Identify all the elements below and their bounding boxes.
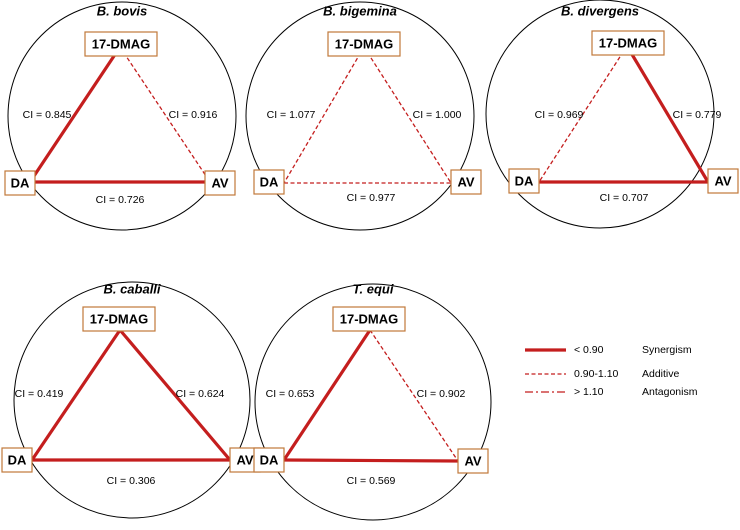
node-box: [591, 30, 665, 56]
edge-bottom-synergism: [283, 458, 459, 463]
node-right: AV: [457, 448, 489, 474]
panel-title: B. divergens: [561, 3, 639, 18]
outer-circle: [254, 283, 492, 521]
panel-5: T. equi CI = 0.653 CI = 0.902 CI = 0.569 17-…: [253, 281, 492, 521]
node-label: AV: [236, 452, 253, 467]
edge-right-synergism: [625, 45, 710, 183]
node-label: DA: [260, 452, 279, 467]
panel-title: B. bovis: [97, 3, 148, 18]
node-box: [84, 31, 158, 57]
node-label: 17-DMAG: [599, 35, 658, 50]
node-left: DA: [508, 168, 540, 194]
node-left: DA: [1, 447, 33, 473]
panel-title: B. caballi: [103, 281, 160, 296]
edge-right-additive: [119, 46, 211, 183]
legend: < 0.90 Synergism 0.90-1.10 Additive > 1.10 An…: [525, 344, 698, 398]
panel-1: B. bovis CI = 0.845 CI = 0.916 CI = 0.726 17…: [4, 1, 237, 231]
ci-label-left: CI = 0.969: [535, 109, 584, 121]
panel-title: T. equi: [353, 281, 394, 296]
edge-right-synergism: [118, 328, 232, 462]
node-label: AV: [457, 174, 474, 189]
node-box: [332, 306, 406, 332]
edge-left-additive: [538, 45, 628, 183]
panel-3: B. divergens CI = 0.969 CI = 0.779 CI = 0.7…: [485, 0, 739, 229]
node-top: 17-DMAG: [82, 306, 156, 332]
ci-label-left: CI = 0.653: [266, 388, 315, 400]
edge-left-synergism: [28, 46, 122, 183]
node-label: AV: [714, 173, 731, 188]
node-top: 17-DMAG: [332, 306, 406, 332]
ci-label-bottom: CI = 0.569: [347, 475, 396, 487]
legend-range: 0.90-1.10: [574, 368, 619, 380]
node-box: [457, 448, 489, 474]
outer-circle: [245, 1, 475, 231]
panel-2: B. bigemina CI = 1.077 CI = 1.000 CI = 0.97…: [245, 1, 482, 231]
node-label: DA: [515, 173, 534, 188]
legend-range: < 0.90: [574, 344, 604, 356]
node-label: AV: [464, 453, 481, 468]
node-label: AV: [211, 175, 228, 190]
ci-label-left: CI = 0.419: [15, 388, 64, 400]
panel-4: B. caballi CI = 0.419 CI = 0.624 CI = 0.306…: [1, 281, 261, 519]
legend-range: > 1.10: [574, 386, 604, 398]
legend-meaning: Antagonism: [642, 386, 698, 398]
ci-label-bottom: CI = 0.726: [96, 194, 145, 206]
ci-label-bottom: CI = 0.306: [107, 475, 156, 487]
ci-label-right: CI = 1.000: [413, 109, 462, 121]
node-left: DA: [253, 169, 285, 195]
ci-label-right: CI = 0.916: [169, 109, 218, 121]
legend-meaning: Synergism: [642, 344, 692, 356]
node-top: 17-DMAG: [84, 31, 158, 57]
legend-meaning: Additive: [642, 368, 680, 380]
outer-circle: [7, 1, 237, 231]
ci-label-right: CI = 0.779: [673, 109, 722, 121]
edge-left-synergism: [30, 329, 122, 461]
ci-label-bottom: CI = 0.707: [600, 192, 649, 204]
edge-left-synergism: [282, 329, 372, 461]
node-box: [253, 447, 285, 473]
node-left: DA: [253, 447, 285, 473]
node-label: 17-DMAG: [90, 311, 149, 326]
node-box: [327, 31, 401, 57]
node-top: 17-DMAG: [591, 30, 665, 56]
node-label: 17-DMAG: [335, 36, 394, 51]
edge-right-additive: [369, 329, 459, 462]
node-label: DA: [260, 174, 279, 189]
node-box: [450, 169, 482, 195]
outer-circle: [13, 281, 251, 519]
node-box: [82, 306, 156, 332]
node-box: [204, 170, 236, 196]
ci-label-left: CI = 0.845: [23, 109, 72, 121]
outer-circle: [485, 0, 715, 229]
node-box: [253, 169, 285, 195]
node-left: DA: [4, 170, 36, 196]
node-right: AV: [450, 169, 482, 195]
node-right: AV: [707, 168, 739, 194]
node-right: AV: [204, 170, 236, 196]
ci-label-left: CI = 1.077: [267, 109, 316, 121]
node-label: DA: [11, 175, 30, 190]
node-top: 17-DMAG: [327, 31, 401, 57]
node-label: DA: [8, 452, 27, 467]
ci-label-right: CI = 0.902: [417, 388, 466, 400]
node-label: 17-DMAG: [92, 36, 151, 51]
ci-label-bottom: CI = 0.977: [347, 192, 396, 204]
node-box: [508, 168, 540, 194]
node-box: [1, 447, 33, 473]
edge-right-additive: [363, 46, 452, 184]
node-label: 17-DMAG: [340, 311, 399, 326]
node-box: [4, 170, 36, 196]
edge-left-additive: [283, 46, 365, 184]
ci-label-right: CI = 0.624: [176, 388, 225, 400]
node-box: [707, 168, 739, 194]
panel-title: B. bigemina: [323, 3, 397, 18]
